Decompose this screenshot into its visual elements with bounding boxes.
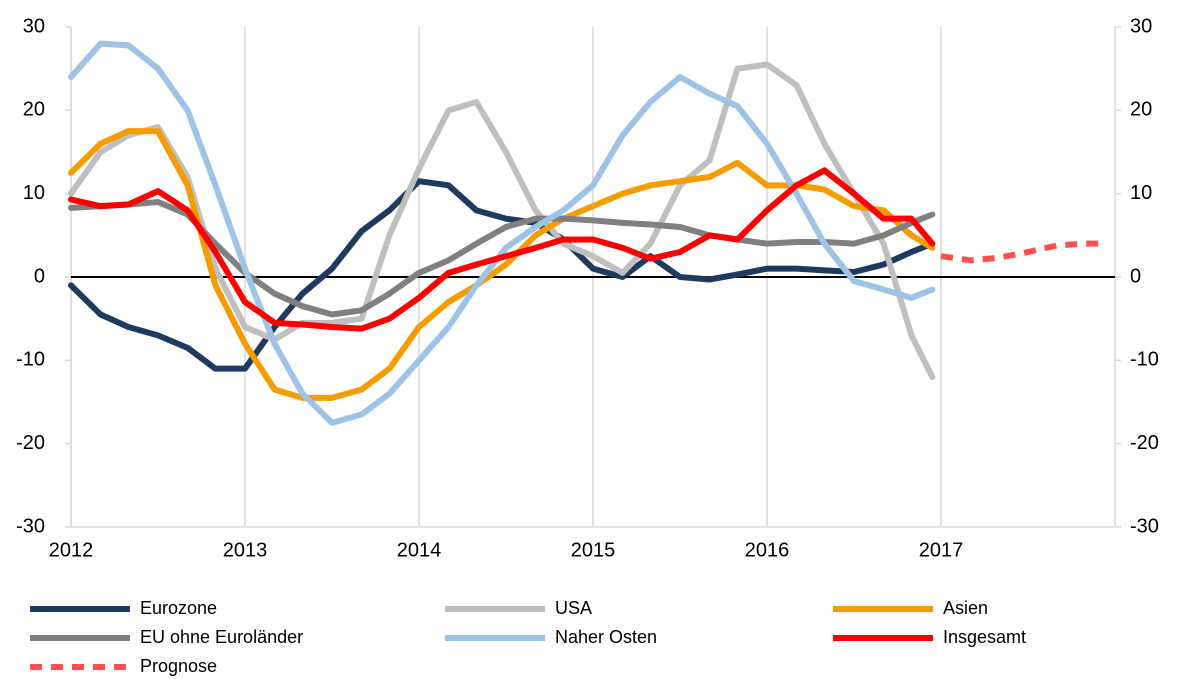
y2-tick-label: 30: [1130, 15, 1152, 37]
y-tick-label: 0: [34, 265, 45, 287]
series-line: [68, 167, 936, 332]
legend-label: Insgesamt: [943, 627, 1026, 647]
x-tick-label: 2017: [919, 539, 964, 561]
y2-tick-label: 20: [1130, 99, 1152, 121]
legend-label: EU ohne Euroländer: [140, 627, 303, 647]
legend-label: Naher Osten: [555, 627, 657, 647]
legend-label: Eurozone: [140, 598, 217, 618]
y-tick-label: -20: [16, 432, 45, 454]
y-tick-label: 30: [23, 15, 45, 37]
y-tick-label: 10: [23, 182, 45, 204]
x-tick-label: 2013: [223, 539, 268, 561]
series-line: [68, 178, 936, 372]
y-tick-label: -10: [16, 349, 45, 371]
x-tick-label: 2014: [397, 539, 442, 561]
x-tick-label: 2016: [745, 539, 790, 561]
x-tick-label: 2012: [49, 539, 94, 561]
y2-tick-label: -10: [1130, 349, 1159, 371]
y-tick-label: -30: [16, 515, 45, 537]
series-line: [68, 40, 936, 426]
legend-label: Prognose: [140, 656, 217, 676]
y-tick-label: 20: [23, 99, 45, 121]
x-tick-label: 2015: [571, 539, 616, 561]
y2-tick-label: 10: [1130, 182, 1152, 204]
series-line: [940, 240, 1107, 264]
legend-label: USA: [555, 598, 592, 618]
series-line: [68, 61, 936, 380]
y2-tick-label: 0: [1130, 265, 1141, 287]
legend-label: Asien: [943, 598, 988, 618]
series-line: [68, 199, 936, 318]
y2-tick-label: -20: [1130, 432, 1159, 454]
y2-tick-label: -30: [1130, 515, 1159, 537]
